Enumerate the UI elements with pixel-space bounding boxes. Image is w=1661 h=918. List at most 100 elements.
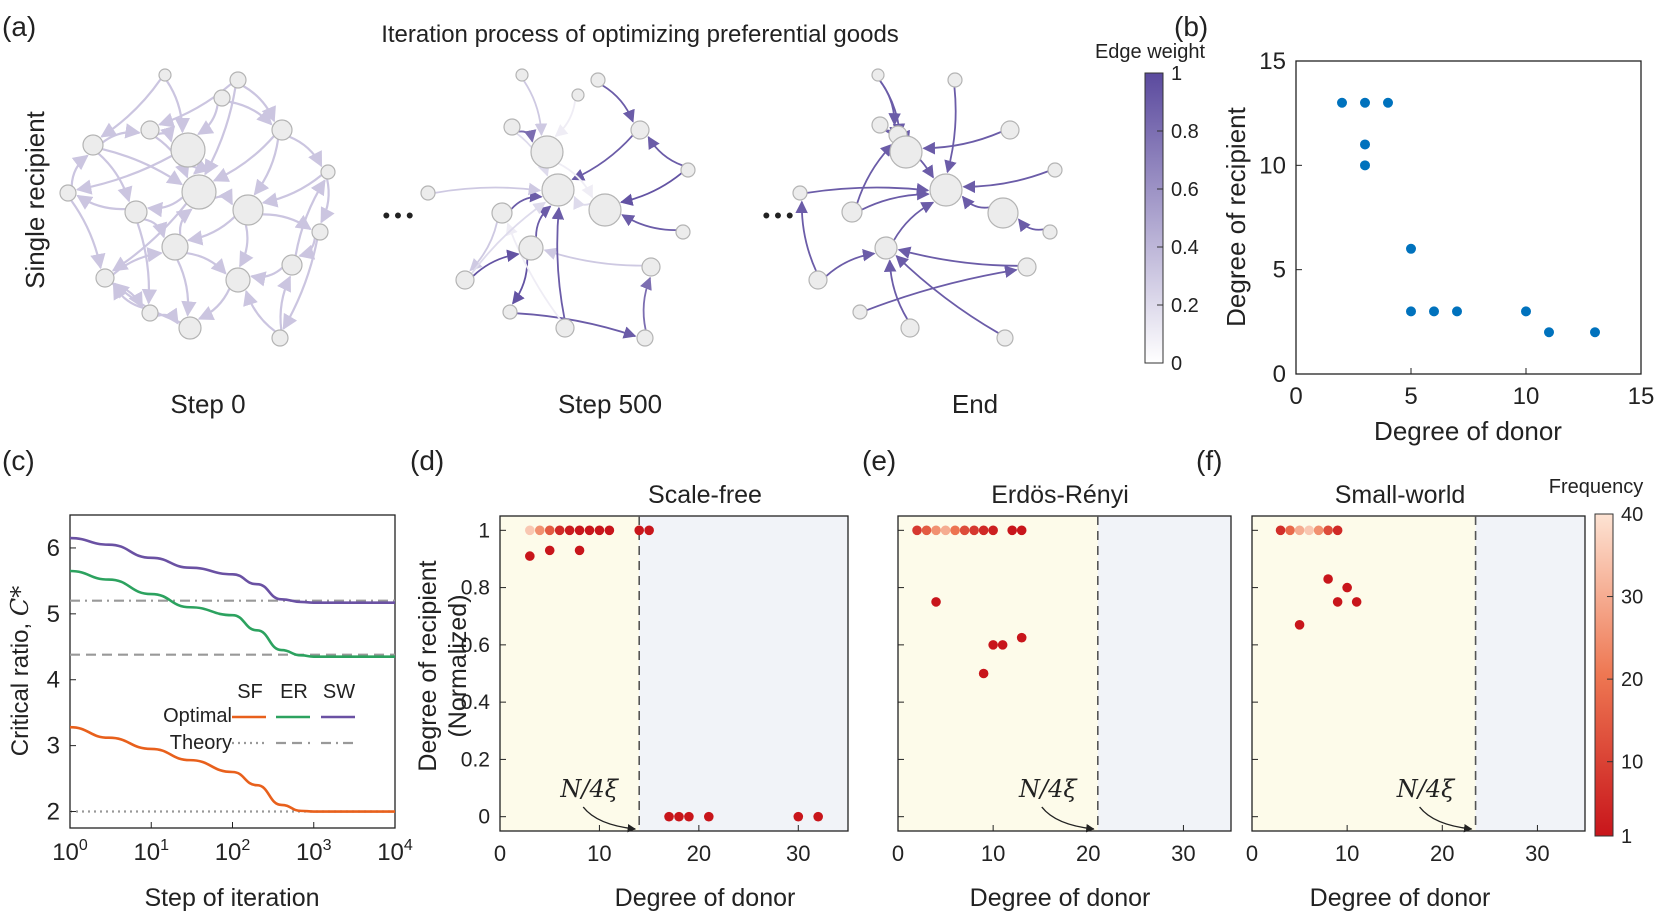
network-edge: [176, 259, 197, 317]
edge-weight-tick-label: 0.4: [1171, 237, 1199, 259]
data-point: [1360, 97, 1370, 108]
data-point: [1360, 139, 1370, 150]
network-edge: [243, 289, 276, 333]
y-tick-label: 0.2: [461, 748, 490, 771]
data-point: [1337, 97, 1347, 108]
data-point: [1323, 525, 1333, 536]
data-point: [978, 668, 989, 679]
panel-c: Step of iteration Critical ratio, C* SF E…: [6, 514, 413, 912]
legend-column-label: SF: [237, 681, 263, 703]
network-node: [311, 223, 329, 241]
network-node: [571, 88, 585, 102]
network-edge: [647, 135, 683, 167]
data-point: [988, 525, 998, 536]
network-node: [996, 329, 1014, 347]
axes-frame: [1251, 515, 1586, 832]
panel-f: Small-world Degree of donor N/4ξ 0 10 20 30: [1246, 481, 1586, 912]
frequency-tick-label: 10: [1621, 752, 1643, 774]
network-edge: [262, 213, 312, 230]
axes-frame: [499, 515, 849, 832]
network-edge: [282, 239, 319, 330]
network-edge: [795, 200, 817, 272]
x-tick-label: 0: [1246, 841, 1258, 866]
frequency-colorbar: [1594, 513, 1614, 837]
network-edge: [516, 312, 637, 339]
edge-weight-tick-label: 1: [1171, 63, 1182, 85]
panel-d-ylabel2: (Normalized): [444, 594, 472, 737]
frequency-tick-label: 40: [1621, 504, 1643, 526]
y-tick-label: 0.4: [461, 691, 491, 714]
data-point: [978, 525, 989, 536]
frequency-tick-label: 30: [1621, 587, 1643, 609]
threshold-arrow: [1419, 806, 1473, 833]
network-edge: [239, 224, 254, 268]
edge-weight-tick-label: 0.2: [1171, 295, 1199, 317]
network-edge: [619, 172, 683, 206]
panel-b-ylabel: Degree of recipient: [1221, 106, 1251, 326]
network-edge: [112, 283, 144, 310]
panel-label-d: (d): [410, 445, 444, 476]
frequency-tick-label: 20: [1621, 669, 1643, 691]
x-tick-label: 0: [892, 841, 904, 866]
y-tick-label: 1: [478, 519, 490, 542]
network-node: [630, 120, 650, 140]
network-edge: [640, 276, 652, 331]
frequency-colorbar-label: Frequency: [1549, 476, 1644, 498]
data-point: [525, 551, 535, 561]
network-edge: [434, 182, 542, 196]
y-tick-label: 4: [47, 667, 60, 694]
frequency-colorbar-group: Frequency 1 10 20 30 40: [1549, 476, 1644, 848]
network-node: [987, 197, 1019, 229]
data-point: [544, 545, 555, 556]
network-edge: [97, 152, 133, 203]
ellipsis-1: •••: [382, 203, 417, 228]
data-point: [1406, 243, 1416, 254]
network-edge: [866, 265, 1018, 312]
network-edge: [298, 237, 316, 260]
panel-label-c: (c): [2, 445, 35, 476]
edge-weight-tick-label: 0.8: [1171, 121, 1199, 143]
data-point: [793, 811, 804, 822]
data-point: [1342, 582, 1352, 593]
y-tick-label: 6: [47, 535, 60, 562]
x-tick-label: 20: [1076, 841, 1100, 866]
network-node: [636, 329, 654, 347]
data-point: [931, 525, 941, 536]
network-edge: [472, 249, 520, 277]
network-edge: [197, 288, 231, 321]
data-point: [1323, 574, 1333, 584]
network-edge: [523, 80, 548, 137]
panel-d-ylabel: Degree of recipient: [414, 560, 442, 771]
network-node: [889, 135, 923, 169]
network-edge: [897, 246, 1019, 267]
network-edge: [470, 201, 547, 275]
network-node: [178, 316, 202, 340]
network-edge: [100, 78, 162, 138]
network-edge: [856, 143, 894, 204]
network-edge: [186, 251, 227, 275]
network-edge: [557, 162, 594, 199]
network-node: [420, 185, 436, 201]
panel-label-e: (e): [862, 445, 896, 476]
y-tick-label: 2: [47, 799, 60, 826]
network-step-500: [420, 68, 696, 347]
network-edge: [469, 221, 499, 272]
network-edge: [112, 247, 163, 276]
data-point: [574, 525, 585, 536]
other-region: [1475, 516, 1585, 831]
network-node: [225, 267, 251, 293]
network-edge: [146, 196, 184, 218]
network-edge: [512, 259, 529, 305]
network-node: [518, 235, 544, 261]
y-tick-label: 0: [1273, 361, 1286, 388]
x-tick-label: 30: [786, 841, 810, 866]
network-node: [1000, 120, 1020, 140]
data-point: [525, 525, 535, 536]
x-tick-label: 104: [377, 837, 413, 866]
network-edge: [157, 125, 175, 143]
step-label-0: Step 0: [170, 389, 245, 419]
network-step-0: [59, 68, 336, 347]
network-node: [281, 254, 303, 276]
y-tick-label: 15: [1259, 48, 1286, 75]
network-node: [808, 270, 828, 290]
